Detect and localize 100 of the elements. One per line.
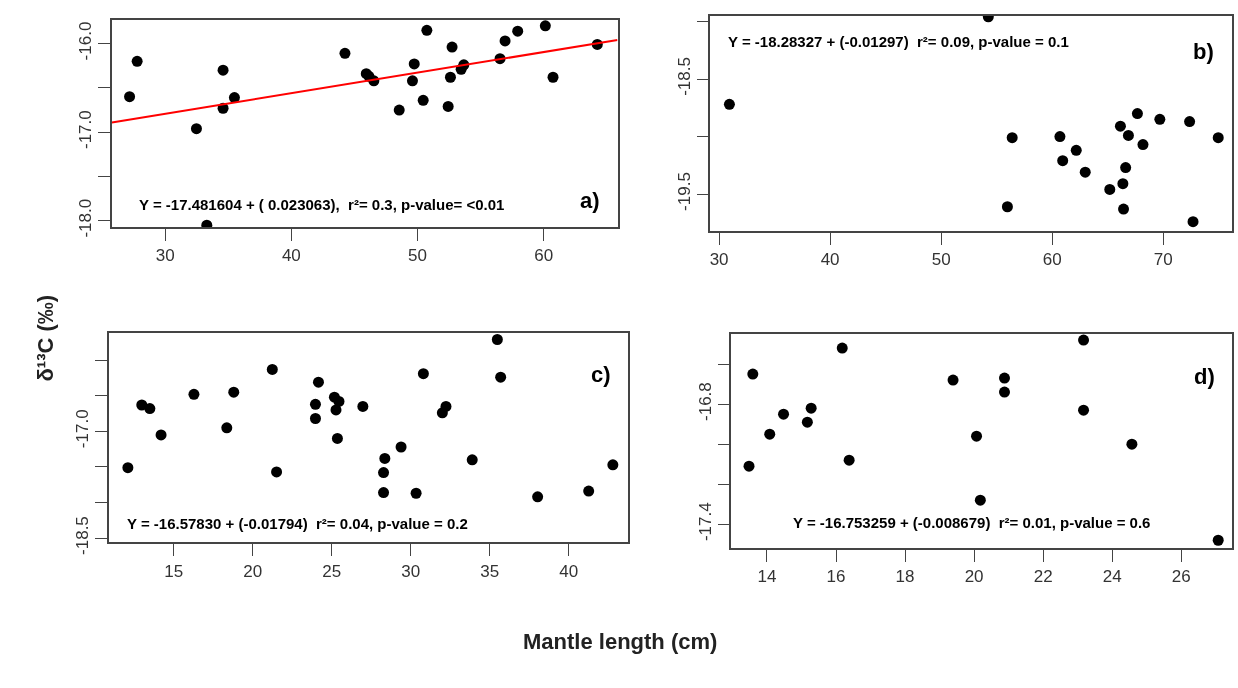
point xyxy=(155,429,167,441)
point xyxy=(408,58,420,70)
point xyxy=(1070,144,1082,156)
x-tick-label: 40 xyxy=(281,246,301,266)
x-tick-label: 70 xyxy=(1153,250,1173,270)
point xyxy=(124,91,136,103)
point xyxy=(378,487,390,499)
point xyxy=(406,75,418,87)
point xyxy=(747,368,759,380)
x-tick-label: 40 xyxy=(559,561,579,581)
point xyxy=(1006,132,1018,144)
point xyxy=(971,430,983,442)
point xyxy=(1118,203,1130,215)
point xyxy=(1137,139,1149,151)
point xyxy=(1120,162,1132,174)
x-tick-label: 40 xyxy=(820,250,840,270)
annotation: b) xyxy=(1193,39,1214,64)
point xyxy=(417,368,429,380)
x-tick-label: 30 xyxy=(155,246,175,266)
point xyxy=(1184,116,1196,128)
x-tick-label: 50 xyxy=(408,246,427,266)
x-tick-label: 16 xyxy=(826,567,846,587)
point xyxy=(843,454,855,466)
x-tick-label: 15 xyxy=(164,561,184,581)
point xyxy=(1079,166,1091,178)
point xyxy=(217,64,229,76)
point xyxy=(1154,113,1166,125)
x-tick-label: 30 xyxy=(401,561,421,581)
x-tick-label: 14 xyxy=(757,567,777,587)
point xyxy=(583,485,595,497)
point xyxy=(417,94,429,106)
point xyxy=(778,408,790,420)
y-tick-label: -17.0 xyxy=(73,409,93,449)
point xyxy=(805,402,817,414)
point xyxy=(1054,131,1066,143)
x-tick-label: 35 xyxy=(480,561,500,581)
point xyxy=(188,388,200,400)
point xyxy=(444,71,456,83)
point xyxy=(395,441,407,453)
y-tick-label: -18.5 xyxy=(73,516,93,555)
x-tick-label: 18 xyxy=(895,567,915,587)
point xyxy=(1212,534,1224,546)
point xyxy=(339,47,351,59)
point xyxy=(446,41,458,53)
point xyxy=(547,71,559,83)
point xyxy=(1212,132,1224,144)
annotation: c) xyxy=(591,362,611,387)
point xyxy=(131,55,143,67)
point xyxy=(421,24,433,36)
x-tick-label: 24 xyxy=(1102,567,1122,587)
annotation: Y = -18.28327 + (-0.01297) r²= 0.09, p-value = 0.1 xyxy=(728,33,1069,50)
point xyxy=(1057,155,1069,167)
point xyxy=(440,400,452,412)
point xyxy=(228,386,240,398)
point xyxy=(764,428,776,440)
point xyxy=(309,413,321,424)
point xyxy=(607,459,619,471)
x-tick-label: 60 xyxy=(1042,250,1062,270)
point xyxy=(378,467,390,479)
point xyxy=(442,100,454,112)
point xyxy=(532,491,544,503)
point xyxy=(393,104,405,116)
x-tick-label: 20 xyxy=(964,567,984,587)
x-tick-label: 30 xyxy=(709,250,729,270)
point xyxy=(1187,216,1199,228)
point xyxy=(998,386,1010,398)
point xyxy=(333,395,345,407)
point xyxy=(491,334,503,345)
point xyxy=(1117,178,1129,190)
point xyxy=(836,342,848,354)
point xyxy=(801,416,813,428)
y-tick-label: -18.5 xyxy=(674,57,694,96)
point xyxy=(495,371,507,383)
point xyxy=(974,494,986,506)
point xyxy=(1126,438,1138,450)
point xyxy=(1131,108,1143,120)
point xyxy=(271,466,283,478)
point xyxy=(998,372,1010,384)
point xyxy=(144,403,156,415)
annotation: Y = -17.481604 + ( 0.023063), r²= 0.3, p-value= <0.01 xyxy=(139,196,505,213)
x-tick-label: 22 xyxy=(1033,567,1053,587)
point xyxy=(221,422,233,434)
y-tick-label: -17.4 xyxy=(695,502,715,542)
y-tick-label: -19.5 xyxy=(674,172,694,211)
x-tick-label: 25 xyxy=(322,561,342,581)
point xyxy=(723,98,735,110)
x-tick-label: 20 xyxy=(243,561,263,581)
y-tick-label: -16.0 xyxy=(76,21,96,61)
point xyxy=(1114,120,1126,132)
point xyxy=(331,432,343,444)
point xyxy=(1078,334,1090,346)
annotation: Y = -16.57830 + (-0.01794) r²= 0.04, p-value = 0.2 xyxy=(127,515,468,532)
y-tick-label: -16.8 xyxy=(695,382,715,421)
point xyxy=(466,454,478,466)
point xyxy=(1078,404,1090,416)
point xyxy=(266,363,278,375)
point xyxy=(512,25,524,37)
point xyxy=(357,400,369,412)
point xyxy=(1001,201,1013,213)
x-axis-title: Mantle length (cm) xyxy=(523,629,718,654)
